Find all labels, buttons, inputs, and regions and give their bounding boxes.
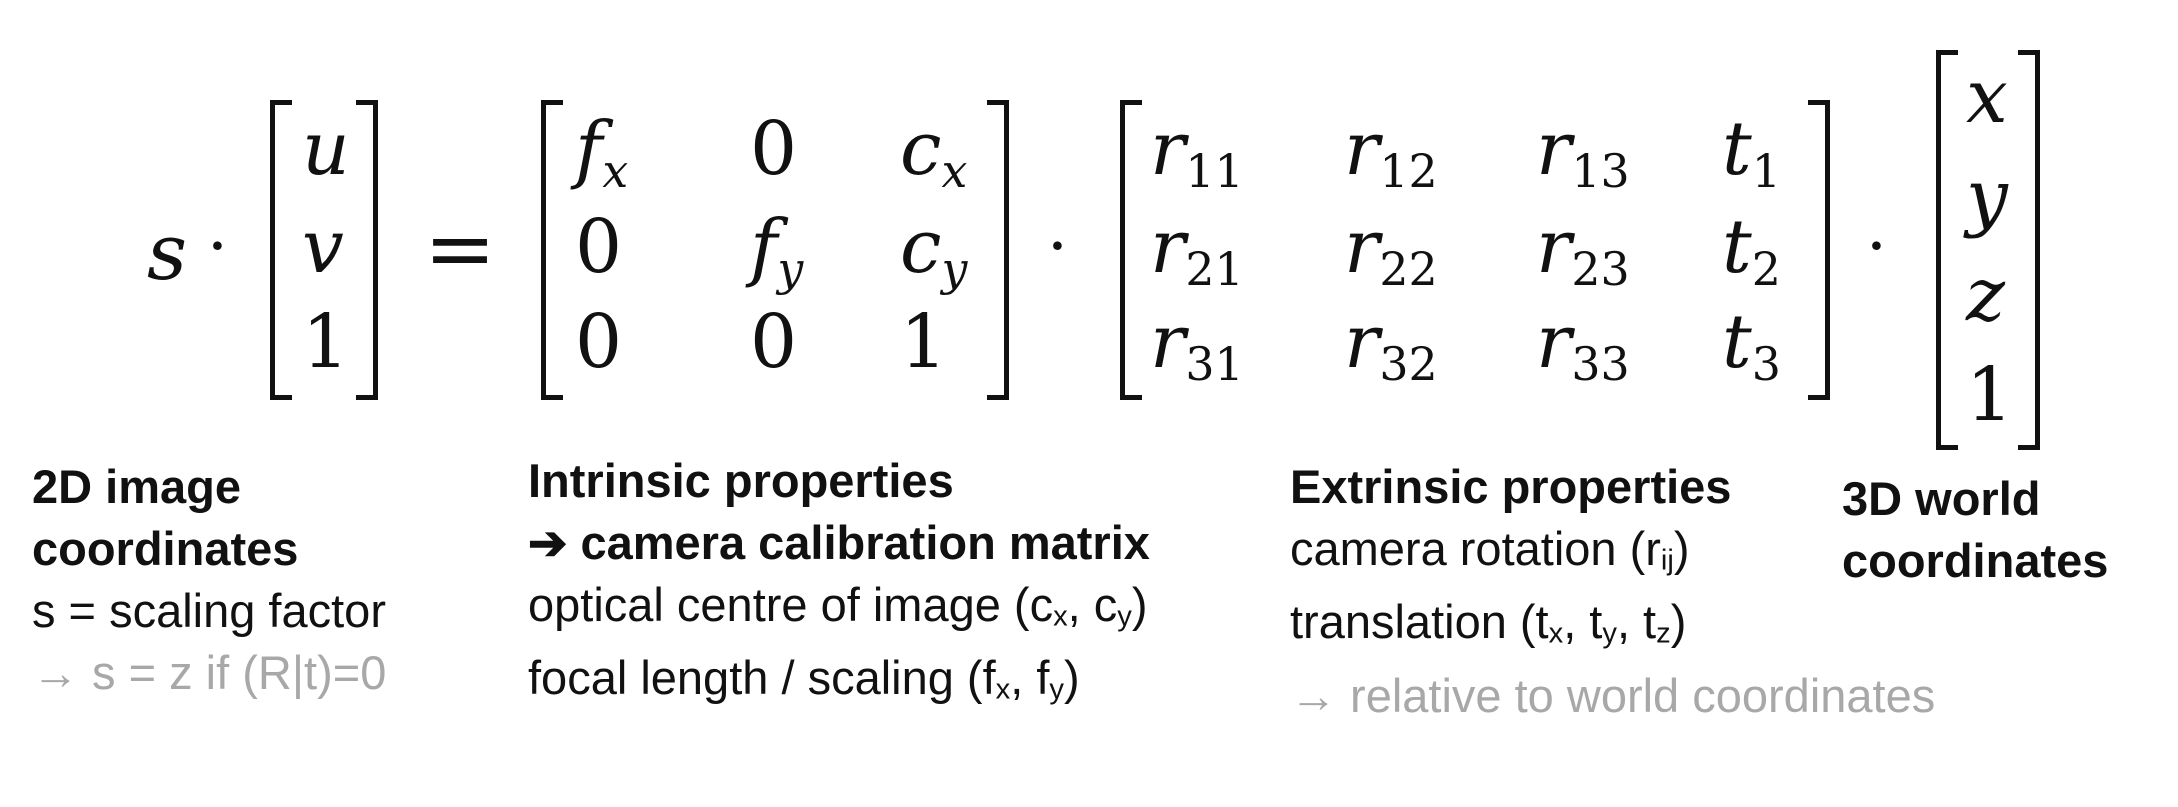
intrinsic-cell-1-1: fx xyxy=(575,106,629,198)
world-vector-z: z xyxy=(1966,252,2005,338)
extrinsic-cell-3-4: t3 xyxy=(1722,299,1781,391)
extrinsic-matrix-right-bracket xyxy=(1808,100,1830,400)
intrinsic-cell-2-3: cy xyxy=(900,204,968,296)
intrinsic-cell-2-2: fy xyxy=(750,204,804,296)
caption-extrinsic-rotation: camera rotation (rij) xyxy=(1290,522,1690,577)
caption-world-title-1: 3D world xyxy=(1842,472,2041,525)
caption-image-scaling: s = scaling factor xyxy=(32,584,386,637)
caption-intrinsic-title: Intrinsic properties xyxy=(528,454,954,507)
image-vector-one: 1 xyxy=(302,299,350,385)
extrinsic-cell-2-2: r22 xyxy=(1344,204,1438,296)
image-vector-v: v xyxy=(302,204,344,290)
extrinsic-cell-2-3: r23 xyxy=(1536,204,1630,296)
world-vector-left-bracket xyxy=(1936,50,1958,450)
intrinsic-cell-3-1: 0 xyxy=(575,299,623,385)
extrinsic-cell-3-2: r32 xyxy=(1344,299,1438,391)
extrinsic-cell-1-3: r13 xyxy=(1536,106,1630,198)
caption-image-note: → s = z if (R|t)=0 xyxy=(32,646,387,699)
caption-intrinsic-subtitle: ➔ camera calibration matrix xyxy=(528,516,1150,569)
caption-world-title-2: coordinates xyxy=(1842,534,2109,587)
caption-world-coordinates: 3D world coordinates xyxy=(1842,468,2108,592)
intrinsic-matrix-left-bracket xyxy=(541,100,563,400)
caption-intrinsic: Intrinsic properties ➔ camera calibratio… xyxy=(528,450,1150,721)
intrinsic-cell-3-2: 0 xyxy=(750,299,798,385)
intrinsic-cell-1-2: 0 xyxy=(750,106,798,192)
caption-intrinsic-optical-centre: optical centre of image (cx, cy) xyxy=(528,578,1148,633)
extrinsic-matrix-left-bracket xyxy=(1120,100,1142,400)
scale-symbol: s xyxy=(147,208,188,298)
intrinsic-matrix-right-bracket xyxy=(987,100,1009,400)
caption-extrinsic: Extrinsic properties camera rotation (ri… xyxy=(1290,456,1935,727)
intrinsic-cell-2-1: 0 xyxy=(575,204,623,290)
extrinsic-cell-3-1: r31 xyxy=(1150,299,1244,391)
intrinsic-cell-3-3: 1 xyxy=(900,299,948,385)
world-vector-x: x xyxy=(1966,54,2008,140)
image-vector-u: u xyxy=(302,106,350,192)
multiply-dot: · xyxy=(1047,208,1068,285)
equals-sign: = xyxy=(424,199,497,299)
image-vector-right-bracket xyxy=(356,100,378,400)
extrinsic-cell-2-1: r21 xyxy=(1150,204,1244,296)
world-vector-one: 1 xyxy=(1966,352,2014,438)
extrinsic-cell-2-4: t2 xyxy=(1722,204,1781,296)
extrinsic-cell-3-3: r33 xyxy=(1536,299,1630,391)
caption-image-title-1: 2D image xyxy=(32,460,241,513)
world-vector-y: y xyxy=(1966,154,2008,240)
caption-extrinsic-title: Extrinsic properties xyxy=(1290,460,1732,513)
caption-extrinsic-translation: translation (tx, ty, tz) xyxy=(1290,595,1687,650)
multiply-dot: · xyxy=(207,208,228,285)
caption-image-title-2: coordinates xyxy=(32,522,299,575)
image-vector-left-bracket xyxy=(270,100,292,400)
extrinsic-cell-1-4: t1 xyxy=(1722,106,1781,198)
caption-intrinsic-focal-length: focal length / scaling (fx, fy) xyxy=(528,651,1080,706)
extrinsic-cell-1-1: r11 xyxy=(1150,106,1244,198)
multiply-dot: · xyxy=(1866,208,1887,285)
caption-image-coordinates: 2D image coordinates s = scaling factor … xyxy=(32,456,386,704)
world-vector-right-bracket xyxy=(2018,50,2040,450)
extrinsic-cell-1-2: r12 xyxy=(1344,106,1438,198)
caption-extrinsic-note: → relative to world coordinates xyxy=(1290,668,1936,722)
intrinsic-cell-1-3: cx xyxy=(900,106,968,198)
